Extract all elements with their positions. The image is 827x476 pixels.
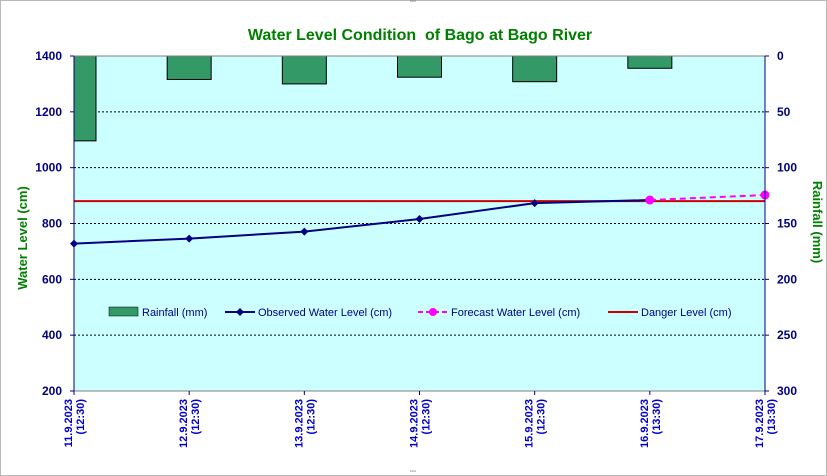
y2-tick-label-100: 100 xyxy=(777,161,797,175)
x-tick-label-4: 15.9.2023 (12:30) xyxy=(524,399,548,448)
rainfall-bar-1 xyxy=(166,55,212,80)
x-tick-time-2: (12:30) xyxy=(305,399,317,435)
legend-observed-label: Observed Water Level (cm) xyxy=(258,307,392,319)
observed-point-4 xyxy=(530,199,539,208)
y-tick-label-400: 400 xyxy=(42,328,62,342)
legend: Rainfall (mm) Observed Water Level (cm) … xyxy=(108,306,731,319)
x-tick-label-1: 12.9.2023 (12:30) xyxy=(178,399,202,448)
y-axis-title: Water Level (cm) xyxy=(15,186,30,290)
y-tick-label-1000: 1000 xyxy=(35,161,62,175)
chart-title: Water Level Condition of Bago at Bago Ri… xyxy=(248,27,592,44)
x-axis-ticks: 11.9.2023 (12:30) 12.9.2023 (12:30) 13.9.202… xyxy=(63,391,778,448)
y2-tick-label-150: 150 xyxy=(777,217,797,231)
y2-tick-label-200: 200 xyxy=(777,272,797,286)
rainfall-bar-4 xyxy=(512,55,558,83)
y-tick-label-1400: 1400 xyxy=(35,49,62,63)
x-tick-date-4: 15.9.2023 xyxy=(524,399,536,448)
x-tick-label-3: 14.9.2023 (12:30) xyxy=(409,399,433,448)
x-tick-date-0: 11.9.2023 xyxy=(63,399,75,447)
rainfall-bars xyxy=(73,55,673,142)
legend-danger-label: Danger Level (cm) xyxy=(641,307,731,319)
right-axis-ticks: 0 50 100 150 200 250 300 xyxy=(765,49,797,398)
x-tick-date-5: 16.9.2023 xyxy=(639,399,651,448)
x-tick-time-6: (13:30) xyxy=(766,399,778,435)
y-tick-label-200: 200 xyxy=(42,384,62,398)
rainfall-bar-0 xyxy=(73,55,97,142)
observed-point-3 xyxy=(415,215,424,224)
y2-axis-title: Rainfall (mm) xyxy=(810,181,825,263)
resize-handle-bottom[interactable]: ▫▫▫ xyxy=(409,469,417,475)
y2-tick-label-0: 0 xyxy=(777,49,784,63)
y-tick-label-600: 600 xyxy=(42,272,62,286)
legend-rainfall-label: Rainfall (mm) xyxy=(142,307,207,319)
rainfall-bar-2 xyxy=(281,55,327,85)
x-tick-date-1: 12.9.2023 xyxy=(178,399,190,448)
x-tick-time-4: (12:30) xyxy=(536,399,548,435)
legend-rainfall-swatch xyxy=(108,306,139,317)
observed-water-level-line xyxy=(73,199,650,245)
observed-point-2 xyxy=(300,227,309,236)
x-tick-date-3: 14.9.2023 xyxy=(409,399,421,448)
y2-tick-label-300: 300 xyxy=(777,384,797,398)
legend-forecast-marker xyxy=(429,308,437,316)
observed-point-1 xyxy=(185,234,194,243)
x-tick-label-6: 17.9.2023 (13:30) xyxy=(754,399,778,448)
rainfall-bar-5 xyxy=(627,55,673,69)
x-tick-label-2: 13.9.2023 (12:30) xyxy=(293,399,317,448)
x-tick-time-1: (12:30) xyxy=(190,399,202,435)
resize-handle-top[interactable]: ▫▫▫ xyxy=(409,0,417,5)
y-tick-label-1200: 1200 xyxy=(35,105,62,119)
legend-forecast-label: Forecast Water Level (cm) xyxy=(451,307,580,319)
forecast-point-5 xyxy=(645,195,655,205)
gridlines xyxy=(74,111,765,336)
left-axis-ticks: 1400 1200 1000 800 600 400 200 xyxy=(35,49,74,398)
x-tick-label-5: 16.9.2023 (13:30) xyxy=(639,399,663,448)
legend-observed-marker xyxy=(236,308,244,316)
x-tick-time-0: (12:30) xyxy=(75,399,87,435)
x-tick-time-5: (13:30) xyxy=(651,399,663,435)
y-tick-label-800: 800 xyxy=(42,217,62,231)
rainfall-bar-3 xyxy=(397,55,442,78)
x-tick-time-3: (12:30) xyxy=(421,399,433,435)
y2-tick-label-50: 50 xyxy=(777,105,791,119)
x-tick-date-6: 17.9.2023 xyxy=(754,399,766,448)
x-tick-date-2: 13.9.2023 xyxy=(293,399,305,448)
x-tick-label-0: 11.9.2023 (12:30) xyxy=(63,399,87,448)
y2-tick-label-250: 250 xyxy=(777,328,797,342)
